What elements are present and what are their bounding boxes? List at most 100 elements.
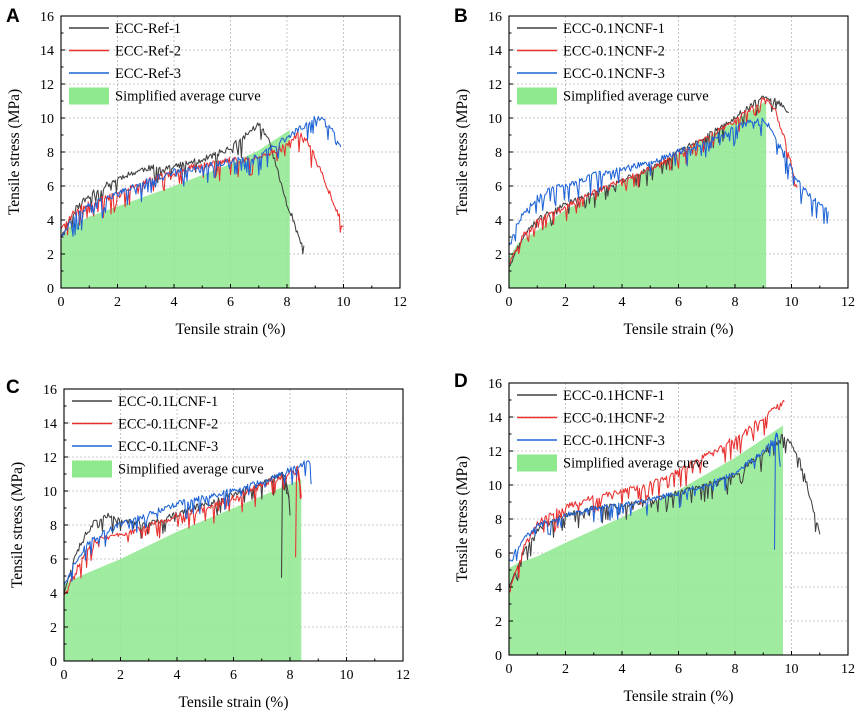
- legend-label: ECC-0.1HCNF-2: [563, 411, 665, 427]
- y-tick-label: 14: [40, 44, 54, 59]
- y-tick-label: 4: [495, 581, 502, 596]
- x-tick-label: 6: [675, 662, 682, 677]
- x-tick-label: 12: [396, 668, 410, 683]
- legend-label: ECC-0.1NCNF-1: [563, 21, 665, 37]
- x-tick-label: 10: [337, 295, 351, 310]
- x-tick-label: 2: [562, 662, 569, 677]
- series-line-3: [61, 115, 342, 237]
- y-tick-label: 2: [495, 248, 502, 263]
- legend: ECC-0.1LCNF-1 ECC-0.1LCNF-2 ECC-0.1LCNF-3 S…: [72, 394, 264, 478]
- legend-label: ECC-0.1LCNF-3: [118, 439, 218, 455]
- y-tick-label: 10: [43, 485, 57, 500]
- series-line-3: [509, 117, 829, 246]
- legend-label: Simplified average curve: [115, 89, 261, 105]
- x-tick-label: 8: [732, 662, 739, 677]
- y-tick-label: 10: [488, 112, 502, 127]
- y-tick-label: 0: [50, 655, 57, 670]
- legend-swatch-area: [517, 454, 557, 472]
- x-tick-label: 4: [171, 295, 178, 310]
- legend: ECC-0.1HCNF-1 ECC-0.1HCNF-2 ECC-0.1HCNF-3 S…: [517, 388, 709, 472]
- y-tick-label: 6: [47, 180, 54, 195]
- y-tick-label: 14: [488, 411, 502, 426]
- legend-label: Simplified average curve: [563, 456, 709, 472]
- x-tick-label: 0: [58, 295, 65, 310]
- x-tick-label: 10: [785, 295, 799, 310]
- x-tick-label: 10: [340, 668, 354, 683]
- x-tick-label: 4: [619, 662, 626, 677]
- panel-letter: B: [454, 6, 468, 27]
- legend-label: ECC-0.1NCNF-3: [563, 66, 665, 82]
- x-tick-label: 0: [61, 668, 68, 683]
- y-tick-label: 16: [488, 377, 502, 392]
- y-tick-label: 14: [43, 417, 57, 432]
- x-tick-label: 8: [284, 295, 291, 310]
- y-tick-label: 6: [50, 553, 57, 568]
- y-tick-label: 6: [495, 180, 502, 195]
- y-tick-label: 8: [495, 513, 502, 528]
- x-tick-label: 12: [841, 295, 855, 310]
- series-line-2: [509, 399, 785, 593]
- legend-label: ECC-Ref-3: [115, 66, 181, 82]
- chart-panel-a: A 0 2 4 6 8 10 12 0 2 4 6 8 10 12 14 16 Tensile strain (%…: [6, 6, 407, 338]
- x-tick-label: 4: [619, 295, 626, 310]
- y-tick-label: 4: [50, 587, 57, 602]
- y-tick-label: 4: [495, 214, 502, 229]
- simplified-average-area: [509, 101, 767, 288]
- simplified-average-area: [61, 129, 290, 288]
- x-axis-title: Tensile strain (%): [624, 321, 734, 338]
- x-tick-label: 10: [785, 662, 799, 677]
- x-tick-label: 2: [114, 295, 121, 310]
- y-tick-label: 10: [488, 479, 502, 494]
- y-axis-title: Tensile stress (MPa): [6, 89, 23, 215]
- y-tick-label: 4: [47, 214, 54, 229]
- x-tick-label: 6: [227, 295, 234, 310]
- y-tick-label: 12: [40, 78, 54, 93]
- legend: ECC-0.1NCNF-1 ECC-0.1NCNF-2 ECC-0.1NCNF-3 S…: [517, 21, 709, 105]
- y-tick-label: 14: [488, 44, 502, 59]
- y-tick-label: 16: [488, 10, 502, 25]
- simplified-average-area: [64, 479, 302, 661]
- y-tick-label: 8: [495, 146, 502, 161]
- x-tick-label: 4: [174, 668, 181, 683]
- series-line-1: [64, 471, 291, 593]
- y-tick-label: 16: [40, 10, 54, 25]
- series-line-2: [509, 97, 798, 264]
- x-tick-label: 0: [506, 662, 513, 677]
- y-tick-label: 8: [47, 146, 54, 161]
- legend-label: ECC-0.1NCNF-2: [563, 44, 665, 60]
- chart-panel-d: D 0 2 4 6 8 10 12 0 2 4 6 8 10 12 14 16 Tensile strain (%…: [454, 371, 855, 705]
- y-tick-label: 2: [47, 248, 54, 263]
- y-axis-title: Tensile stress (MPa): [454, 89, 471, 215]
- legend-swatch-area: [69, 87, 109, 105]
- x-axis-title: Tensile strain (%): [176, 321, 286, 338]
- chart-panel-b: B 0 2 4 6 8 10 12 0 2 4 6 8 10 12 14 16 Tensile strain (%…: [454, 6, 855, 338]
- y-tick-label: 0: [495, 282, 502, 297]
- legend: ECC-Ref-1 ECC-Ref-2 ECC-Ref-3 Simplified av…: [69, 21, 261, 105]
- chart-panel-c: C 0 2 4 6 8 10 12 0 2 4 6 8 10 12 14 16 Tensile strain (%…: [6, 377, 410, 711]
- x-tick-label: 8: [287, 668, 294, 683]
- legend-label: ECC-0.1LCNF-2: [118, 417, 218, 433]
- legend-label: ECC-0.1HCNF-3: [563, 433, 665, 449]
- y-tick-label: 0: [47, 282, 54, 297]
- legend-label: ECC-0.1HCNF-1: [563, 388, 665, 404]
- y-tick-label: 10: [40, 112, 54, 127]
- legend-label: ECC-0.1LCNF-1: [118, 394, 218, 410]
- x-tick-label: 12: [841, 662, 855, 677]
- legend-label: Simplified average curve: [118, 462, 264, 478]
- panel-letter: A: [6, 6, 20, 27]
- x-tick-label: 8: [732, 295, 739, 310]
- x-tick-label: 6: [230, 668, 237, 683]
- y-tick-label: 8: [50, 519, 57, 534]
- x-tick-label: 6: [675, 295, 682, 310]
- series-line-3: [509, 432, 781, 562]
- y-tick-label: 2: [50, 621, 57, 636]
- x-tick-label: 0: [506, 295, 513, 310]
- series-line-1: [61, 122, 305, 255]
- legend-label: ECC-Ref-1: [115, 21, 181, 37]
- y-tick-label: 6: [495, 547, 502, 562]
- x-axis-title: Tensile strain (%): [624, 688, 734, 705]
- y-tick-label: 16: [43, 383, 57, 398]
- legend-swatch-area: [517, 87, 557, 105]
- y-axis-title: Tensile stress (MPa): [9, 462, 26, 588]
